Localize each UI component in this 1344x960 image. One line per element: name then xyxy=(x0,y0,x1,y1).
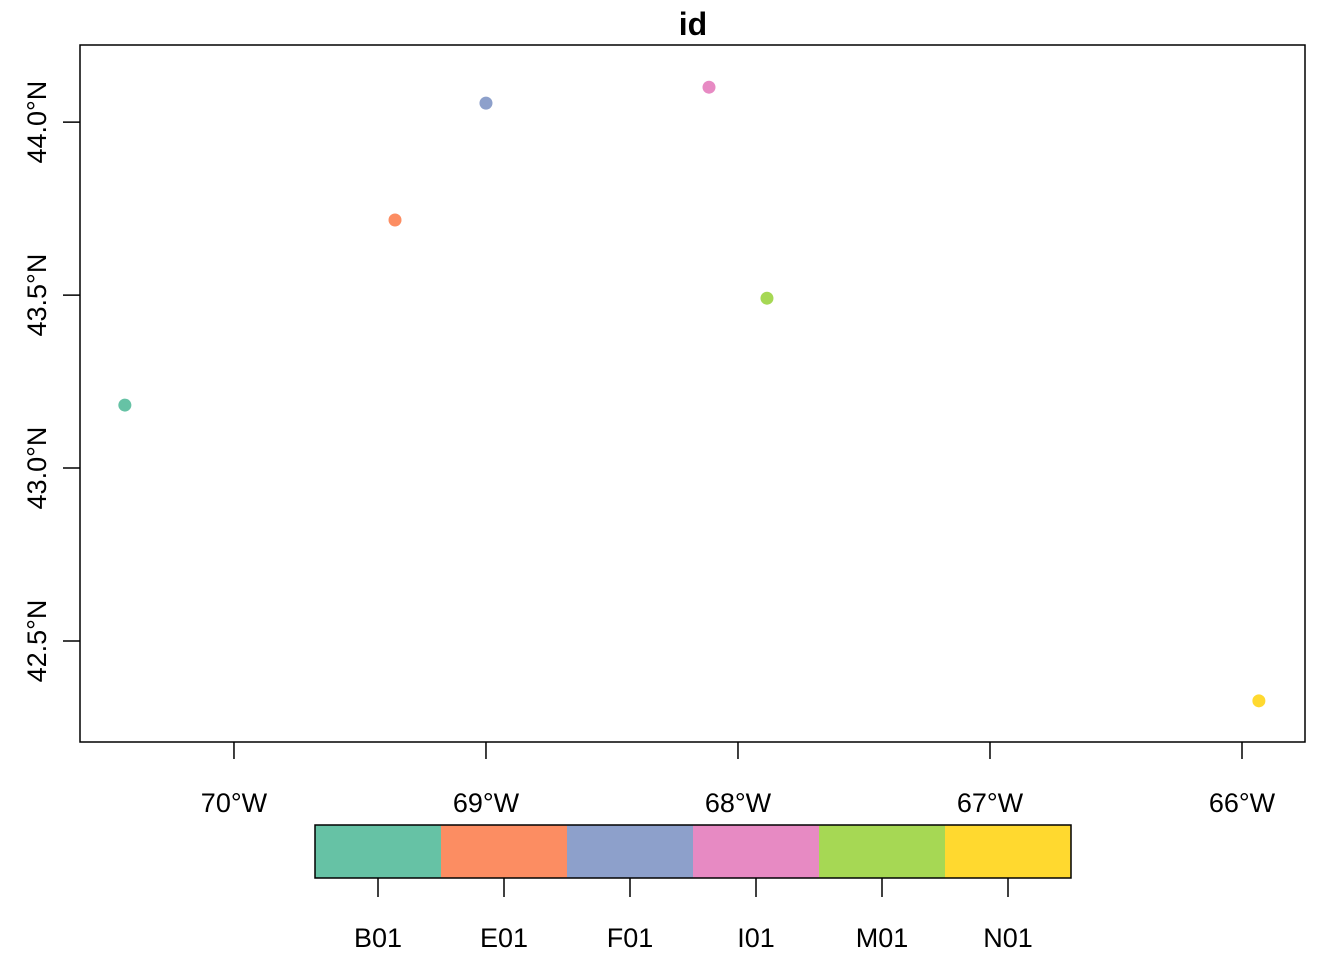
point-b01 xyxy=(118,398,132,412)
x-tick-label: 66°W xyxy=(1209,788,1276,818)
legend-swatch-n01 xyxy=(945,825,1071,878)
point-m01 xyxy=(760,291,774,305)
legend: B01 E01 F01 I01 M01 N01 xyxy=(314,824,1072,953)
y-tick-label: 44.0°N xyxy=(22,81,52,164)
plot-frame xyxy=(79,44,1306,743)
legend-label: E01 xyxy=(480,923,528,953)
y-tick-label: 43.0°N xyxy=(22,427,52,510)
y-axis: 44.0°N 43.5°N 43.0°N 42.5°N xyxy=(22,81,80,683)
point-f01 xyxy=(479,96,493,110)
legend-swatch-i01 xyxy=(693,825,819,878)
y-tick-label: 42.5°N xyxy=(22,600,52,683)
x-tick-label: 67°W xyxy=(957,788,1024,818)
y-tick-label: 43.5°N xyxy=(22,254,52,337)
x-tick-label: 69°W xyxy=(453,788,520,818)
legend-swatch-f01 xyxy=(567,825,693,878)
point-e01 xyxy=(388,213,402,227)
legend-label: I01 xyxy=(737,923,775,953)
legend-frame xyxy=(314,824,1072,879)
point-i01 xyxy=(702,80,716,94)
chart-title: id xyxy=(679,6,707,42)
x-tick-label: 68°W xyxy=(705,788,772,818)
x-tick-label: 70°W xyxy=(201,788,268,818)
legend-label: N01 xyxy=(983,923,1033,953)
legend-label: M01 xyxy=(856,923,909,953)
points-layer xyxy=(118,80,1266,708)
legend-label: F01 xyxy=(607,923,654,953)
legend-swatch-m01 xyxy=(819,825,945,878)
legend-swatch-b01 xyxy=(315,825,441,878)
point-n01 xyxy=(1252,694,1266,708)
legend-swatch-e01 xyxy=(441,825,567,878)
legend-label: B01 xyxy=(354,923,402,953)
x-axis: 70°W 69°W 68°W 67°W 66°W xyxy=(201,742,1276,818)
